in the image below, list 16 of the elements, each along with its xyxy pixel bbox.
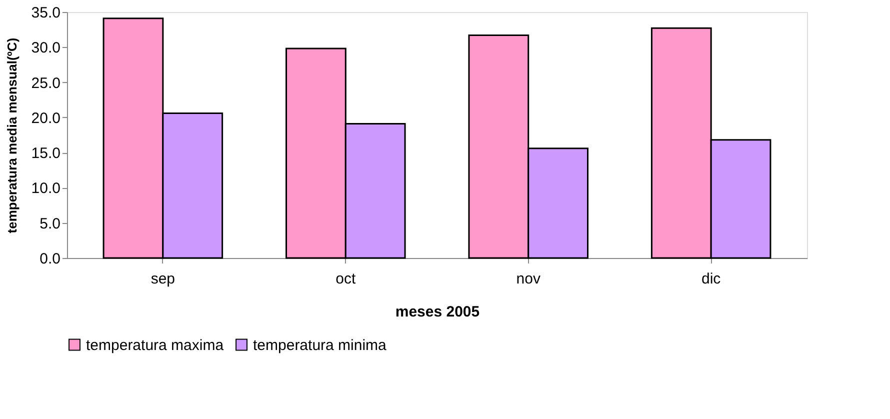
y-tick-label: 5.0: [40, 215, 60, 232]
y-tick-label: 20.0: [31, 110, 60, 127]
y-tick-label: 10.0: [31, 180, 60, 198]
legend-label: temperatura minima: [253, 336, 388, 354]
y-axis-title: temperatura media mensual(ºC): [4, 38, 20, 234]
y-tick-label: 0.0: [40, 250, 60, 268]
x-tick-label: nov: [516, 270, 541, 288]
y-tick-label: 35.0: [31, 4, 60, 22]
x-tick-label: dic: [701, 270, 722, 288]
x-tick-label: oct: [336, 270, 356, 288]
legend-label: temperatura maxima: [86, 336, 224, 354]
x-axis-title: meses 2005: [395, 304, 480, 320]
y-tick-label: 25.0: [31, 74, 60, 92]
x-tick-label: sep: [150, 270, 176, 288]
y-tick-label: 30.0: [31, 40, 60, 57]
y-tick-label: 15.0: [31, 145, 60, 162]
